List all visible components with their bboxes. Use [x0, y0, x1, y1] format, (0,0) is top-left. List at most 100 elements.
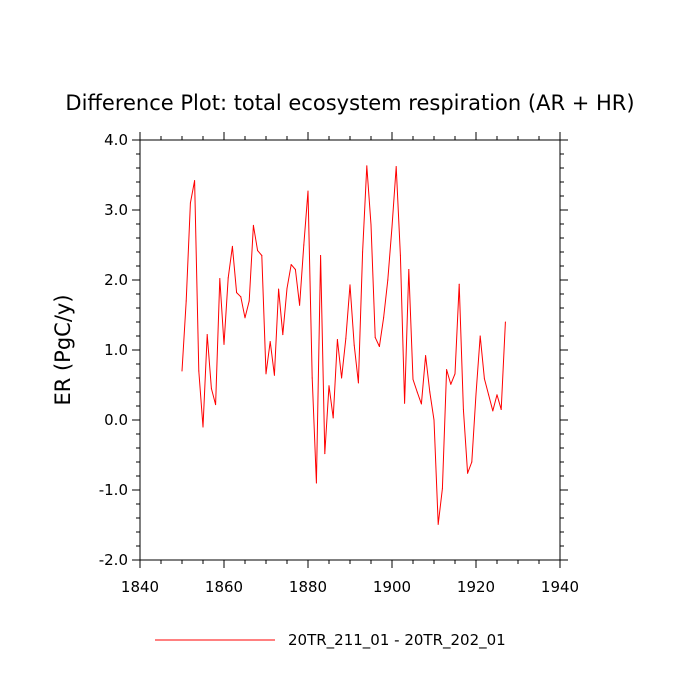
- y-tick-label: -2.0: [99, 551, 128, 569]
- data-point: [185, 300, 187, 302]
- data-point: [223, 343, 225, 345]
- data-point: [454, 373, 456, 375]
- data-point: [475, 393, 477, 395]
- data-point: [357, 382, 359, 384]
- data-point: [282, 334, 284, 336]
- data-point: [286, 287, 288, 289]
- data-point: [202, 426, 204, 428]
- data-point: [441, 488, 443, 490]
- data-point: [269, 341, 271, 343]
- data-point: [265, 373, 267, 375]
- y-tick-label: 3.0: [104, 201, 128, 219]
- series-points: [181, 165, 506, 525]
- data-point: [362, 251, 364, 253]
- data-point: [492, 410, 494, 412]
- x-tick-label: 1900: [373, 578, 411, 596]
- data-point: [236, 292, 238, 294]
- chart-title: Difference Plot: total ecosystem respira…: [65, 91, 634, 115]
- data-point: [408, 269, 410, 270]
- legend-label: 20TR_211_01 - 20TR_202_01: [288, 631, 506, 650]
- data-point: [458, 283, 460, 285]
- data-point: [332, 417, 334, 419]
- x-tick-label: 1880: [289, 578, 327, 596]
- data-point: [429, 391, 431, 393]
- data-point: [395, 166, 397, 168]
- data-point: [370, 224, 372, 226]
- data-point: [181, 370, 183, 372]
- x-tick-label: 1920: [457, 578, 495, 596]
- data-point: [437, 523, 439, 525]
- minor-ticks: [136, 136, 564, 564]
- data-point: [194, 180, 196, 182]
- data-point: [366, 165, 368, 167]
- data-point: [311, 377, 313, 379]
- series-line: [181, 165, 506, 525]
- data-point: [345, 338, 347, 340]
- y-tick-label: -1.0: [99, 481, 128, 499]
- x-tick-label: 1940: [541, 578, 579, 596]
- data-point: [240, 296, 242, 298]
- data-point: [231, 245, 233, 247]
- data-point: [483, 378, 485, 380]
- data-point: [303, 244, 305, 246]
- data-point: [328, 385, 330, 387]
- major-ticks: [132, 132, 568, 568]
- data-point: [215, 404, 217, 406]
- data-point: [219, 278, 221, 280]
- data-point: [374, 336, 376, 338]
- data-point: [391, 226, 393, 228]
- data-point: [341, 377, 343, 379]
- data-point: [378, 346, 380, 347]
- data-point: [189, 202, 191, 204]
- legend: 20TR_211_01 - 20TR_202_01: [155, 631, 506, 650]
- y-axis-label: ER (PgC/y): [51, 294, 75, 405]
- data-point: [278, 288, 280, 290]
- data-point: [420, 403, 422, 405]
- data-point: [425, 355, 427, 357]
- y-tick-labels: -2.0 -1.0 0.0 1.0 2.0 3.0 4.0: [99, 131, 128, 569]
- data-point: [462, 409, 464, 410]
- data-point: [261, 255, 263, 256]
- data-point: [248, 300, 250, 302]
- x-tick-label: 1860: [205, 578, 243, 596]
- y-tick-label: 1.0: [104, 341, 128, 359]
- data-point: [412, 378, 414, 380]
- x-tick-labels: 1840 1860 1880 1900 1920 1940: [121, 578, 579, 596]
- y-tick-label: 2.0: [104, 271, 128, 289]
- data-point: [467, 472, 469, 474]
- data-point: [471, 461, 473, 463]
- data-point: [273, 374, 275, 376]
- data-point: [383, 317, 385, 319]
- plot-frame: [139, 139, 561, 561]
- data-point: [387, 279, 389, 281]
- data-point: [353, 344, 355, 346]
- data-point: [433, 419, 435, 421]
- y-tick-label: 4.0: [104, 131, 128, 149]
- data-point: [404, 402, 406, 404]
- data-point: [336, 339, 338, 340]
- data-point: [349, 284, 351, 286]
- data-point: [324, 453, 326, 455]
- data-point: [488, 394, 490, 396]
- data-point: [399, 255, 401, 256]
- data-point: [210, 388, 212, 389]
- data-point: [320, 255, 322, 256]
- data-point: [315, 482, 317, 484]
- data-point: [307, 190, 309, 192]
- data-point: [446, 369, 448, 371]
- data-point: [252, 224, 254, 226]
- data-point: [416, 391, 418, 393]
- data-point: [504, 321, 506, 323]
- data-point: [496, 394, 498, 396]
- data-point: [299, 304, 301, 306]
- data-point: [244, 317, 246, 319]
- data-point: [479, 335, 481, 337]
- data-point: [227, 277, 229, 279]
- data-point: [206, 334, 208, 336]
- data-point: [500, 409, 502, 410]
- x-tick-label: 1840: [121, 578, 159, 596]
- data-point: [290, 264, 292, 266]
- y-tick-label: 0.0: [104, 411, 128, 429]
- data-point: [198, 370, 200, 372]
